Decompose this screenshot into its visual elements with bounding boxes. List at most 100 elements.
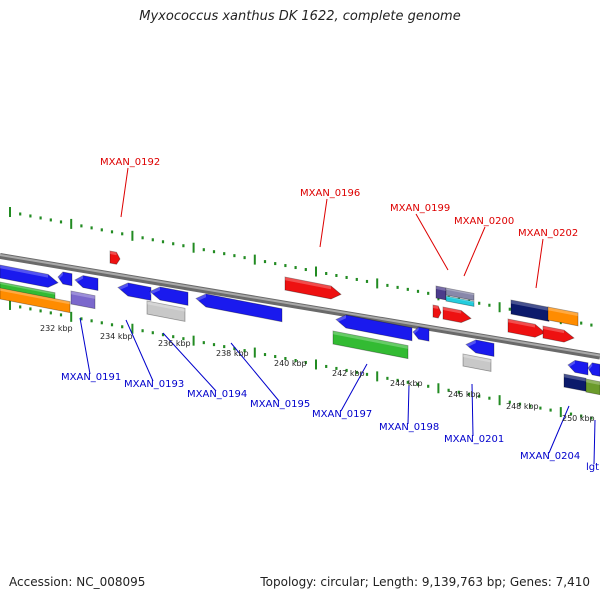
- feature-red-lower-2[interactable]: [542, 325, 575, 343]
- feature-mxan-0201[interactable]: [465, 339, 495, 357]
- feature-mxan-0200-b-shade: [443, 307, 462, 314]
- feature-mxan-0200-cyan[interactable]: [445, 295, 475, 307]
- feature-mxan-0196[interactable]: [284, 276, 342, 300]
- feature-small-red[interactable]: [432, 304, 442, 319]
- gene-label-forward[interactable]: MXAN_0199: [390, 203, 450, 214]
- feature-mxan-0200-gray-shade: [446, 288, 474, 296]
- feature-green-left-shade: [0, 282, 55, 295]
- feature-mxan-0196-shade: [285, 277, 331, 290]
- feature-mxan-0200-gray[interactable]: [445, 287, 475, 301]
- gene-label-forward[interactable]: MXAN_0196: [300, 188, 360, 199]
- feature-gray-1[interactable]: [146, 300, 186, 322]
- feature-red-lower-1[interactable]: [507, 318, 546, 338]
- gene-label-reverse[interactable]: MXAN_0198: [379, 422, 439, 433]
- feature-mxan-0202-orange-shade: [548, 307, 578, 317]
- gene-label-reverse[interactable]: MXAN_0204: [520, 451, 580, 462]
- gene-label-reverse[interactable]: MXAN_0201: [444, 434, 504, 445]
- leader-line: [548, 405, 570, 454]
- feature-blue-right-1[interactable]: [567, 359, 589, 376]
- feature-mxan-0197[interactable]: [335, 314, 413, 342]
- gene-label-reverse[interactable]: lgt: [586, 462, 599, 473]
- upper-tick-row: [9, 207, 593, 327]
- leader-line: [593, 419, 596, 465]
- feature-small-red-shade: [433, 305, 439, 310]
- feature-blue-right-2[interactable]: [587, 362, 600, 377]
- leader-line: [79, 317, 91, 375]
- leader-line: [340, 363, 368, 412]
- feature-mxan-0192-shade: [110, 251, 117, 256]
- feature-purple-left-shade: [71, 291, 95, 299]
- feature-mxan-0202[interactable]: [510, 299, 550, 322]
- leader-line: [230, 342, 280, 402]
- feature-gray-1-shade: [147, 301, 185, 312]
- leader-line: [407, 384, 410, 425]
- leader-line: [535, 238, 544, 289]
- gene-label-forward[interactable]: MXAN_0192: [100, 157, 160, 168]
- scale-label: 234 kbp: [100, 332, 133, 341]
- feature-purple-left[interactable]: [70, 290, 96, 310]
- feature-blue-small-1-shade: [58, 271, 63, 280]
- feature-mxan-0194[interactable]: [149, 286, 189, 306]
- feature-mxan-0193-shade: [118, 282, 128, 291]
- feature-blue-small-3-shade: [413, 327, 419, 335]
- scale-label: 232 kbp: [40, 324, 73, 333]
- feature-blue-small-1[interactable]: [57, 271, 73, 287]
- scale-label: 248 kbp: [506, 402, 539, 411]
- feature-mxan-0200-cyan-shade: [446, 296, 474, 303]
- gene-label-forward[interactable]: MXAN_0202: [518, 228, 578, 239]
- leader-line: [125, 319, 154, 382]
- scale-labels: 232 kbp 234 kbp 236 kbp 238 kbp 240 kbp 242 k…: [40, 324, 595, 423]
- leader-line: [319, 198, 328, 248]
- feature-blue-small-3[interactable]: [412, 326, 430, 342]
- feature-mxan-0193[interactable]: [117, 282, 152, 301]
- gene-label-forward[interactable]: MXAN_0200: [454, 216, 514, 227]
- feature-mxan-0194-shade: [150, 286, 160, 295]
- feature-mxan-0191-top-shade: [0, 265, 48, 278]
- feature-lgt-shade: [586, 379, 600, 385]
- feature-mxan-0202-orange[interactable]: [547, 306, 579, 327]
- gene-label-reverse[interactable]: MXAN_0194: [187, 389, 247, 400]
- gene-labels: MXAN_0192 MXAN_0196 MXAN_0199 MXAN_0200 MXAN…: [61, 157, 599, 473]
- feature-orange-left[interactable]: [0, 287, 71, 314]
- backbone-highlight: [0, 254, 600, 357]
- feature-mxan-0202-shade: [511, 300, 549, 311]
- feature-mxan-0199-shade: [436, 286, 446, 291]
- gene-features: [0, 250, 600, 396]
- feature-mxan-0195-shade: [196, 293, 206, 302]
- feature-mxan-0195[interactable]: [195, 293, 283, 323]
- gene-label-reverse[interactable]: MXAN_0195: [250, 399, 310, 410]
- feature-red-lower-2-shade: [543, 326, 564, 334]
- leader-line: [471, 383, 474, 437]
- scale-label: 236 kbp: [158, 339, 191, 348]
- genome-backbone: [0, 253, 600, 360]
- map-title: Myxococcus xanthus DK 1622, complete gen…: [139, 9, 461, 24]
- feature-mxan-0198-shade: [333, 331, 408, 349]
- feature-mxan-0200-b[interactable]: [442, 306, 472, 323]
- feature-mxan-0201-shade: [466, 339, 476, 348]
- feature-red-lower-1-shade: [508, 319, 535, 328]
- feature-lgt[interactable]: [585, 378, 600, 396]
- label-leaders: [79, 167, 596, 465]
- leader-line: [120, 167, 129, 218]
- lower-tick-row: [9, 299, 593, 420]
- feature-mxan-0192[interactable]: [109, 250, 121, 265]
- leader-line: [463, 226, 486, 277]
- feature-blue-right-2-shade: [588, 362, 593, 371]
- feature-mxan-0191-top[interactable]: [0, 264, 59, 288]
- gene-label-reverse[interactable]: MXAN_0197: [312, 409, 372, 420]
- feature-mxan-0198[interactable]: [332, 330, 409, 360]
- topology-text: Topology: circular; Length: 9,139,763 bp…: [260, 575, 590, 589]
- feature-blue-small-2-shade: [75, 275, 84, 283]
- gene-label-reverse[interactable]: MXAN_0191: [61, 372, 121, 383]
- feature-mxan-0197-shade: [336, 314, 346, 323]
- feature-gray-2[interactable]: [462, 353, 492, 372]
- leader-line: [415, 213, 449, 271]
- feature-orange-left-shade: [0, 288, 70, 305]
- gene-label-reverse[interactable]: MXAN_0193: [124, 379, 184, 390]
- scale-label: 242 kbp: [332, 369, 365, 378]
- feature-blue-right-1-shade: [568, 360, 575, 368]
- scale-label: 244 kbp: [390, 379, 423, 388]
- feature-blue-small-2[interactable]: [74, 275, 99, 291]
- scale-label: 246 kbp: [448, 390, 481, 399]
